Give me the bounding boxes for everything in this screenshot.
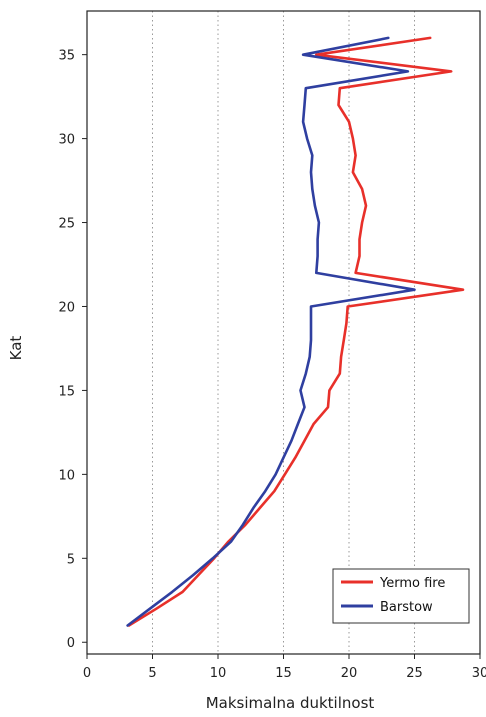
y-tick-label: 25 xyxy=(58,217,75,232)
x-tick-label: 25 xyxy=(406,666,423,681)
x-tick-label: 30 xyxy=(472,666,486,681)
y-tick-label: 30 xyxy=(58,133,75,148)
series-line-barstow xyxy=(126,36,416,627)
series-lines xyxy=(126,36,465,627)
x-tick-label: 10 xyxy=(210,666,227,681)
y-tick-label: 15 xyxy=(58,384,75,399)
legend-label-barstow: Barstow xyxy=(380,600,433,615)
grid-lines xyxy=(152,11,415,654)
y-tick-label: 10 xyxy=(58,468,75,483)
y-axis-ticks: 0 5 10 15 20 25 30 35 xyxy=(58,49,87,651)
x-tick-label: 20 xyxy=(341,666,358,681)
series-line-yermo-fire xyxy=(127,36,465,627)
x-tick-label: 15 xyxy=(275,666,292,681)
legend-label-yermo-fire: Yermo fire xyxy=(379,576,445,591)
x-axis-label: Maksimalna duktilnost xyxy=(206,694,375,712)
legend-box xyxy=(332,568,470,624)
x-tick-label: 0 xyxy=(83,666,91,681)
y-tick-label: 35 xyxy=(58,49,75,64)
x-axis-ticks: 0 5 10 15 20 25 30 xyxy=(83,654,486,681)
x-tick-label: 5 xyxy=(148,666,156,681)
plot-frame xyxy=(86,10,481,655)
legend: Yermo fire Barstow xyxy=(332,568,470,624)
y-axis-label: Kat xyxy=(7,336,25,361)
y-tick-label: 20 xyxy=(58,300,75,315)
y-tick-label: 5 xyxy=(67,552,75,567)
y-tick-label: 0 xyxy=(67,636,75,651)
